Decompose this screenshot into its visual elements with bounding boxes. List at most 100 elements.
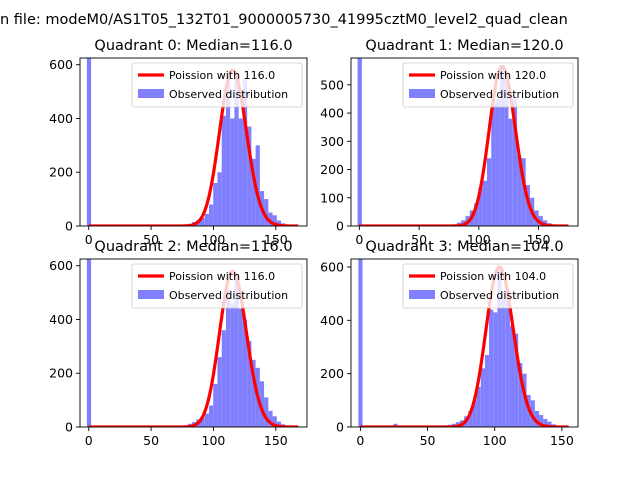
histogram-bar [489, 309, 494, 427]
histogram-bar [484, 355, 490, 427]
subplot-quadrant-3: 0 50 100 150 0 200 400 600 Quadrant 3: Median=10… [320, 239, 579, 448]
x-tick-label: 150 [264, 433, 288, 448]
histogram-bar [472, 400, 477, 427]
histogram-bar [242, 78, 248, 226]
histogram-bar [268, 212, 273, 226]
y-tick-label: 500 [320, 77, 344, 92]
y-tick-label: 400 [49, 111, 73, 126]
x-tick-label: 50 [420, 433, 436, 448]
histogram-bar [512, 98, 518, 226]
histogram-bar [499, 65, 505, 226]
histogram-bar [208, 405, 214, 427]
subplot-quadrant-0: 0 50 100 150 0 200 400 600 Quadrant 0: Median=11… [49, 38, 308, 247]
histogram-bar [251, 158, 256, 226]
x-tick-label: 150 [550, 433, 574, 448]
histogram-bar [504, 79, 509, 226]
histogram-bar [272, 215, 277, 226]
histogram-bar [543, 419, 548, 427]
subplot-title: Quadrant 1: Median=120.0 [365, 38, 563, 54]
histogram-bar [247, 340, 252, 427]
y-tick-label: 0 [65, 420, 73, 435]
histogram-bar [482, 180, 487, 226]
legend: Poission with 116.0 Observed distribution [131, 62, 303, 108]
x-tick-label: 150 [527, 232, 551, 247]
histogram-bar [495, 98, 500, 226]
y-tick-label: 600 [49, 57, 73, 72]
histogram-bar [217, 357, 222, 427]
histogram-bar [247, 126, 252, 226]
histogram-bar [505, 288, 510, 427]
histogram-bar [478, 187, 483, 226]
histogram-bar [547, 421, 552, 427]
x-tick-label: 0 [356, 433, 364, 448]
legend-box [131, 263, 303, 309]
histogram-bar [491, 104, 496, 226]
histogram-bar [208, 204, 214, 226]
y-tick-label: 400 [320, 106, 344, 121]
x-tick-label: 150 [264, 232, 288, 247]
histogram-bar [264, 199, 269, 226]
y-tick-label: 200 [320, 162, 344, 177]
legend-bar-swatch [138, 290, 164, 299]
histogram-bar [480, 368, 485, 427]
histogram-bar [357, 58, 362, 226]
histogram-bar [86, 58, 92, 226]
legend-entry-poisson: Poission with 120.0 [440, 69, 546, 82]
subplot-title: Quadrant 2: Median=116.0 [94, 239, 292, 255]
histogram-bar [217, 172, 222, 226]
legend-box [131, 62, 303, 108]
histogram-bar [517, 155, 522, 226]
x-tick-label: 100 [483, 433, 507, 448]
x-tick-label: 100 [202, 232, 226, 247]
legend-entry-observed: Observed distribution [169, 88, 288, 101]
histogram-bar [225, 289, 231, 427]
poisson-curve [88, 269, 299, 427]
legend-entry-observed: Observed distribution [440, 289, 559, 302]
histogram-bar [358, 259, 363, 427]
histogram-bar [508, 118, 513, 226]
histogram-bar [234, 75, 239, 226]
histogram-bar [468, 411, 473, 427]
histogram-bar [251, 359, 256, 427]
histogram-bar [521, 158, 526, 226]
axes-frame [350, 57, 579, 227]
x-tick-label: 0 [85, 232, 93, 247]
histogram-bar [221, 330, 226, 427]
histogram-bar [204, 213, 209, 226]
histogram-bar [238, 308, 243, 427]
y-tick-label: 400 [49, 312, 73, 327]
y-tick-label: 0 [336, 219, 344, 234]
histogram-bar [474, 203, 479, 226]
histogram-bar [486, 158, 492, 226]
y-tick-label: 200 [49, 165, 73, 180]
histogram-bar [518, 363, 523, 427]
x-tick-label: 50 [411, 232, 427, 247]
histogram-bar [476, 387, 481, 427]
histogram-bar [221, 115, 226, 226]
histogram-bar [238, 118, 243, 226]
histogram-bar [86, 259, 92, 427]
legend: Poission with 120.0 Observed distribution [402, 62, 574, 108]
histogram-bar [255, 145, 260, 226]
legend-bar-swatch [409, 89, 435, 98]
histogram-bar [200, 417, 205, 427]
legend: Poission with 104.0 Observed distribution [402, 263, 574, 309]
x-tick-label: 0 [355, 232, 363, 247]
subplot-quadrant-1: 0 50 100 150 0 100 200 300 400 500 Quadrant 1: Med… [320, 38, 579, 247]
histogram-bar [230, 118, 235, 226]
poisson-curve [358, 64, 569, 226]
poisson-curve [360, 265, 569, 427]
histogram-bar [276, 220, 282, 226]
histogram-bar [268, 410, 273, 427]
histogram-bar [522, 373, 527, 427]
axes-frame [350, 258, 579, 428]
histogram-bar [272, 416, 277, 427]
histogram-bars [357, 58, 556, 226]
histogram-bar [276, 421, 282, 427]
subplot-title: Quadrant 0: Median=116.0 [94, 38, 292, 54]
subplot-title: Quadrant 3: Median=104.0 [365, 239, 563, 255]
legend-bar-swatch [409, 290, 435, 299]
histogram-bar [538, 216, 543, 226]
y-tick-label: 200 [49, 366, 73, 381]
